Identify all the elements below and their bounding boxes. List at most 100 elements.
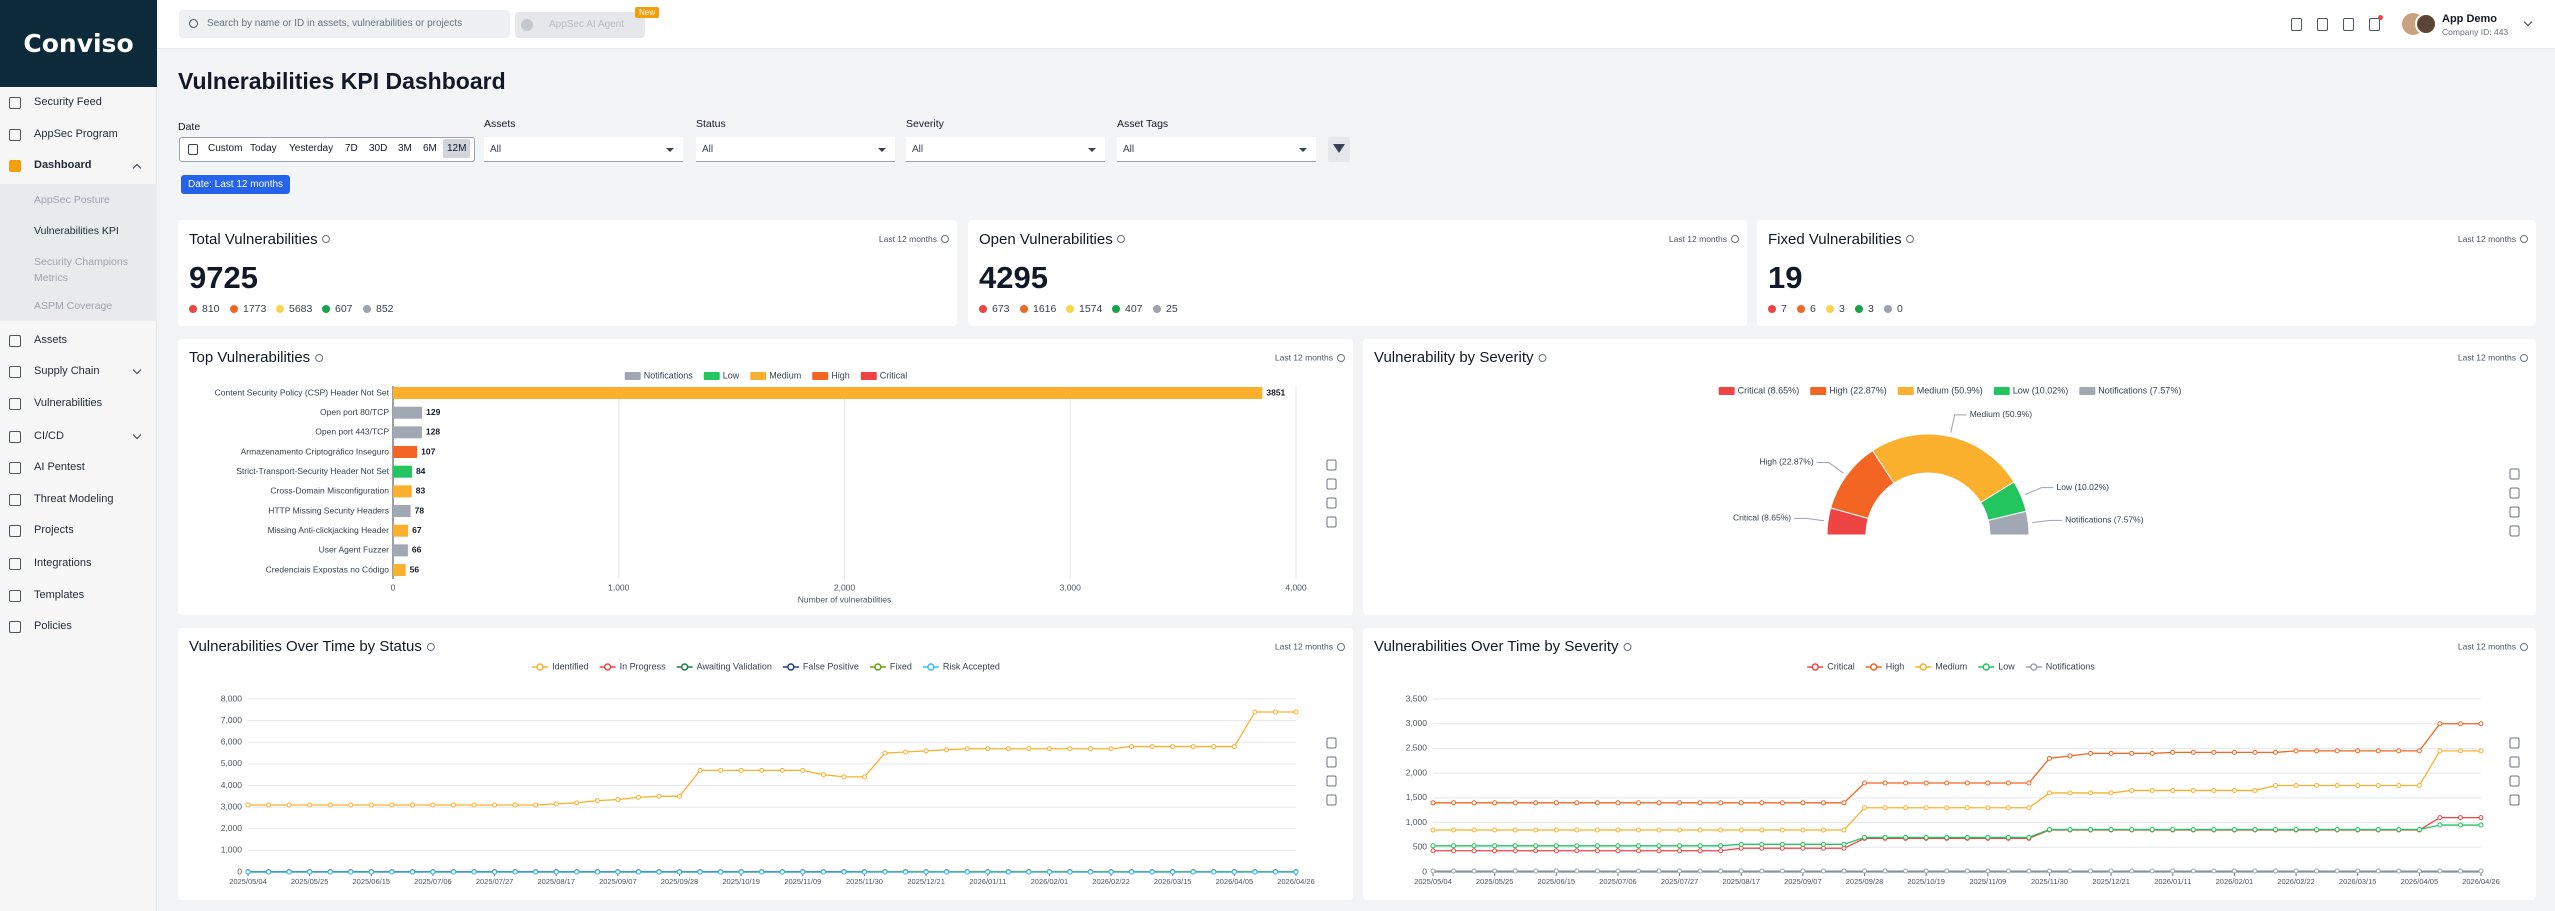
point [964,869,970,875]
point [1512,843,1518,849]
chart-tool-icon[interactable] [2509,794,2520,806]
nav-item[interactable]: Security Feed [0,91,157,115]
point [2026,834,2032,840]
subnav-item[interactable]: AppSec Posture [34,194,110,206]
toolbar-icon[interactable] [2369,18,2380,31]
category-label: Open port 443/TCP [315,427,389,437]
info-icon [2520,354,2528,362]
severity-count: 1773 [243,303,267,315]
category-label: Content Security Policy (CSP) Header Not… [215,387,390,397]
point [2026,868,2032,874]
filter-select[interactable]: All [696,137,895,162]
chart-tool-icon[interactable] [2509,506,2520,518]
nav-item[interactable]: Supply Chain [0,360,157,384]
date-option[interactable]: 6M [423,143,437,154]
point [1252,869,1258,875]
date-option[interactable]: 3M [398,143,412,154]
chart-tool-icon[interactable] [2509,775,2520,787]
category-label: Credenciais Expostas no Código [266,564,390,574]
legend-swatch [624,372,641,380]
legend-swatch [1993,387,2010,395]
point [1738,827,1744,833]
legend-label: Risk Accepted [943,661,1000,671]
toolbar-icon[interactable] [2343,18,2354,31]
legend-label: Medium [1935,661,1967,671]
filter-select[interactable]: All [906,137,1105,162]
toolbar-icon[interactable] [2317,18,2328,31]
nav-item[interactable]: AI Pentest [0,456,157,480]
x-tick-label: 2026/03/15 [2339,877,2377,886]
point [718,767,724,773]
chart-tool-icon[interactable] [1326,756,1337,768]
nav-item[interactable]: Policies [0,615,157,639]
search-box[interactable]: Search by name or ID in assets, vulnerab… [179,10,510,38]
filter-select[interactable]: All [484,137,683,162]
chart-tool-icon[interactable] [2509,737,2520,749]
leader-line [1816,461,1844,474]
point [2252,749,2258,755]
severity-dot [1112,305,1120,313]
point [2457,822,2463,828]
nav-label: Policies [34,620,72,632]
clear-filters-button[interactable] [1328,137,1350,162]
subnav-item[interactable]: ASPM Coverage [34,300,113,312]
value-label: 67 [412,525,422,535]
chart-tool-icon[interactable] [1326,794,1337,806]
point [2108,868,2114,874]
nav-item[interactable]: Templates [0,584,157,608]
ai-agent-button[interactable]: AppSec AI Agent [515,12,645,38]
nav-item[interactable]: Threat Modeling [0,488,157,512]
nav-item[interactable]: Assets [0,329,157,353]
date-option[interactable]: 30D [369,143,388,154]
nav-item[interactable]: Dashboard [0,154,157,178]
point [2293,748,2299,754]
chart-tool-icon[interactable] [1326,478,1337,490]
subnav-item[interactable]: Security Champions Metrics [34,256,128,284]
severity-count: 810 [202,303,220,315]
point [1615,843,1621,849]
point [2190,868,2196,874]
point [697,767,703,773]
nav-item[interactable]: CI/CD [0,425,157,449]
chart-tool-icon[interactable] [1326,516,1337,528]
chart-tool-icon[interactable] [1326,459,1337,471]
point [1512,827,1518,833]
nav-item[interactable]: Integrations [0,552,157,576]
chart-tool-icon[interactable] [2509,468,2520,480]
nav-item[interactable]: Projects [0,519,157,543]
point [1882,805,1888,811]
date-option[interactable]: 7D [345,143,358,154]
bar [393,406,423,419]
point [1779,868,1785,874]
filter-select[interactable]: All [1117,137,1316,162]
chart-tool-icon[interactable] [1326,497,1337,509]
chart-tool-icon[interactable] [2509,525,2520,537]
date-option[interactable]: Today [250,143,277,154]
point [985,869,991,875]
nav-item[interactable]: Vulnerabilities [0,392,157,416]
user-chevron[interactable] [2523,17,2533,27]
chart-tool-icon[interactable] [2509,487,2520,499]
point [841,869,847,875]
legend-label: Notifications [2046,661,2096,671]
point [266,869,272,875]
point [1697,848,1703,854]
chart-tool-icon[interactable] [1326,775,1337,787]
subnav-item[interactable]: Vulnerabilities KPI [34,225,119,237]
point [1252,709,1258,715]
kpi-card: Open Vulnerabilities Last 12 months 4295 67… [968,220,1747,326]
point [1492,843,1498,849]
kpi-title: Open Vulnerabilities [979,231,1113,248]
nav-item[interactable]: AppSec Program [0,123,157,147]
point [1046,869,1052,875]
date-option[interactable]: Yesterday [289,143,334,154]
date-option[interactable]: Custom [208,143,243,154]
toolbar-icon[interactable] [2291,18,2302,31]
date-option[interactable]: 12M [443,139,471,158]
point [1697,868,1703,874]
point [2170,868,2176,874]
point [2396,748,2402,754]
chart-tool-icon[interactable] [2509,756,2520,768]
chart-tool-icon[interactable] [1326,737,1337,749]
